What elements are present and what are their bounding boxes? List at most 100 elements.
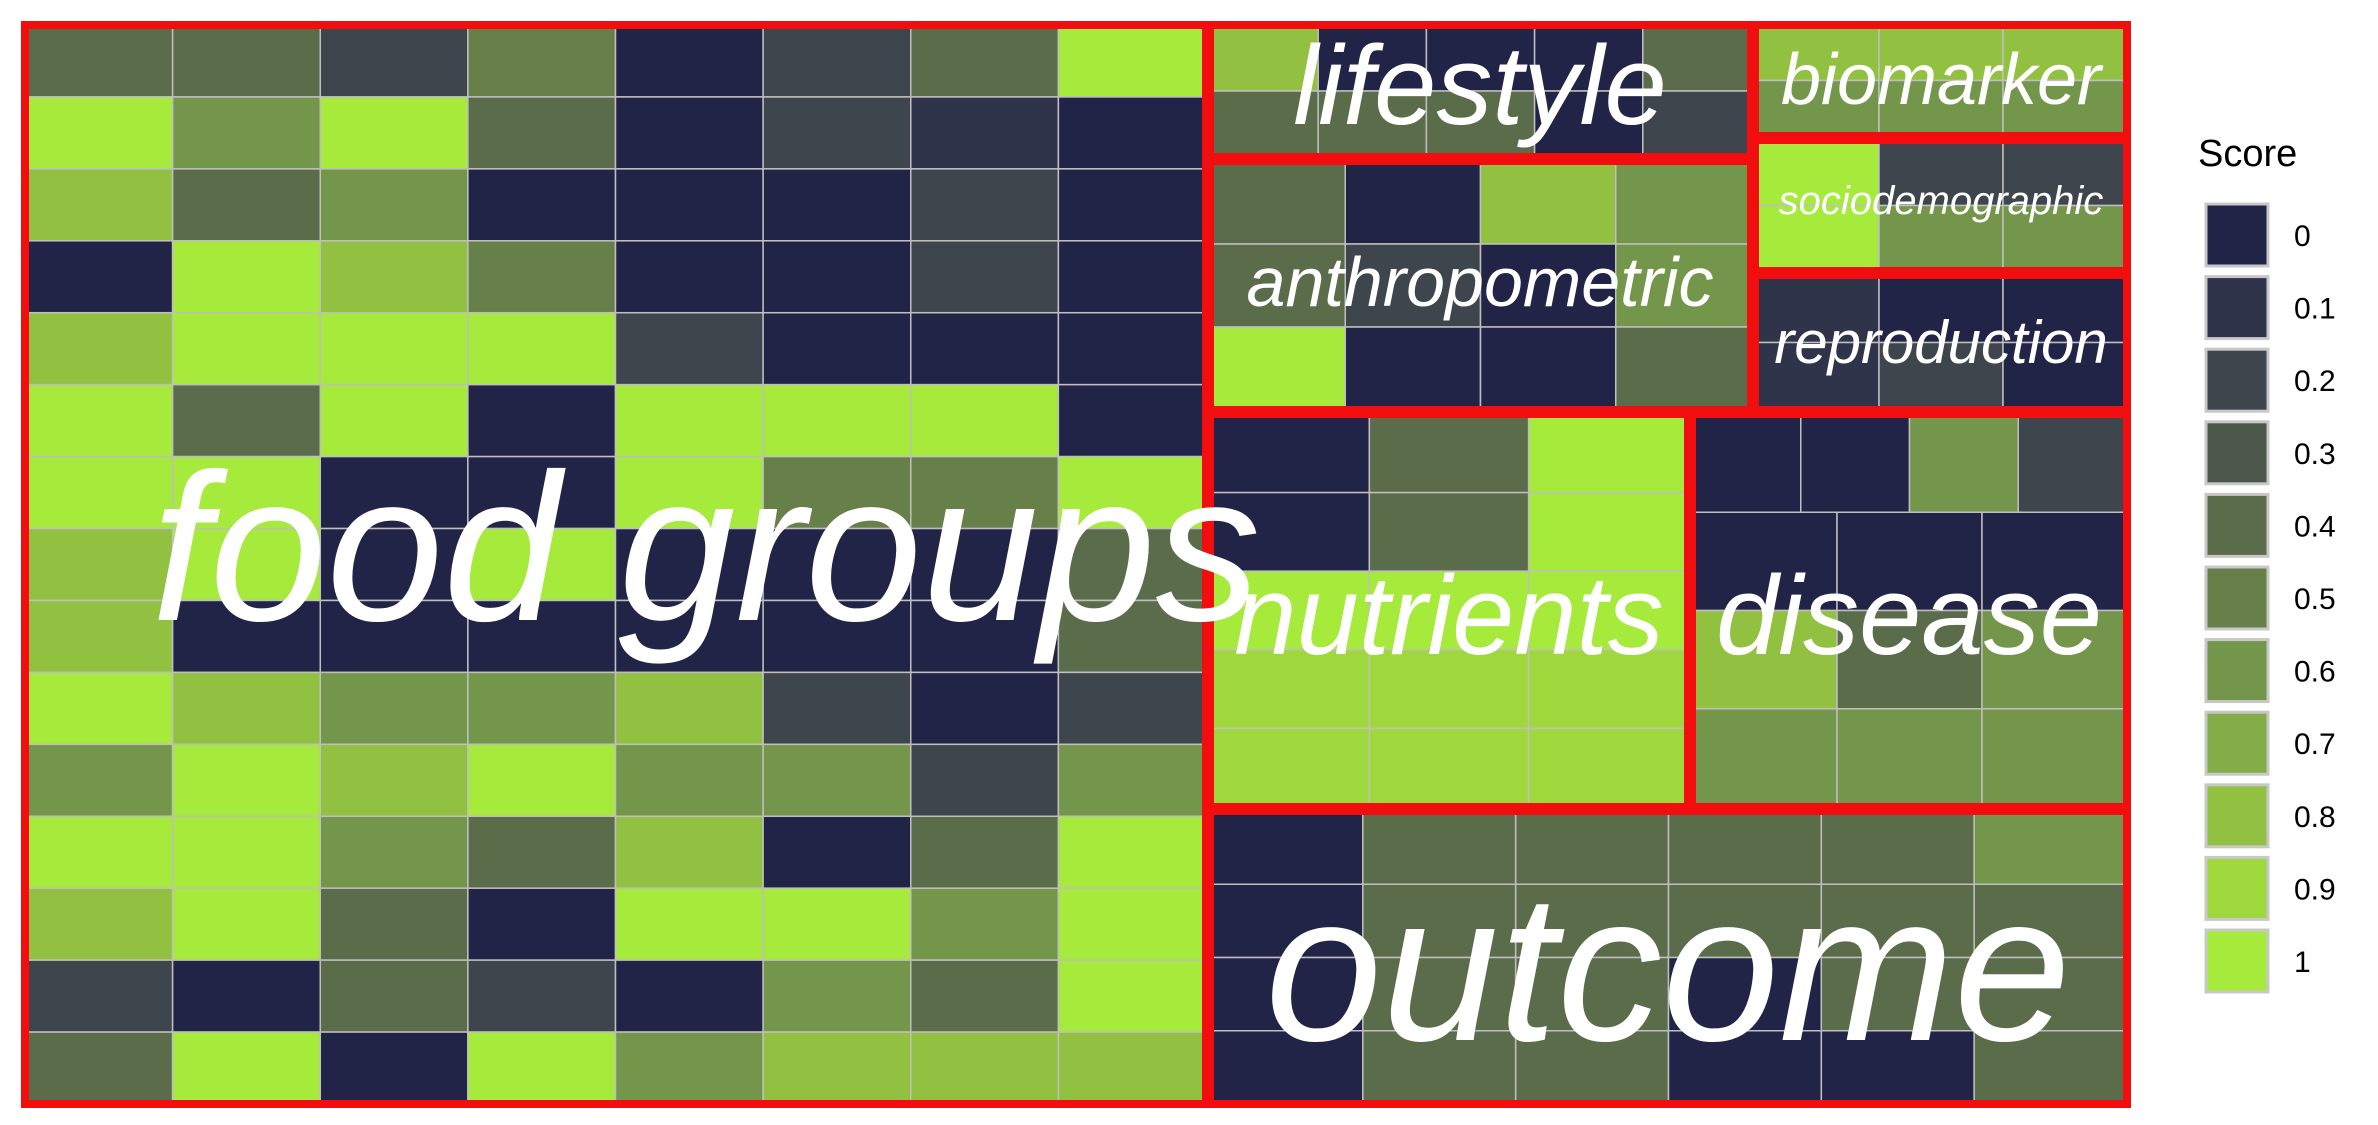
outcome-tile: [1820, 883, 1975, 959]
nutrients-tile: [1209, 727, 1371, 808]
outcome-tile: [1362, 883, 1517, 959]
food-groups-tile: [910, 96, 1060, 170]
food-groups-tile: [171, 599, 322, 674]
food-groups-tile: [1057, 743, 1207, 818]
food-groups-tile: [319, 383, 469, 458]
food-groups-tile: [910, 743, 1060, 818]
food-groups-tile: [24, 96, 174, 170]
legend-tick-label: 0.9: [2294, 873, 2336, 906]
outcome-tile: [1362, 1030, 1517, 1105]
food-groups-tile: [319, 959, 469, 1033]
food-groups-tile: [910, 671, 1060, 746]
food-groups-tile: [467, 815, 617, 889]
food-groups-tile: [762, 240, 912, 314]
legend-swatch: [2204, 565, 2270, 631]
food-groups-tile: [171, 743, 322, 818]
outcome-tile: [1514, 883, 1670, 959]
food-groups-tile: [614, 887, 764, 961]
nutrients-tile: [1368, 413, 1530, 494]
food-groups-tile: [24, 311, 174, 386]
sociodemographic-tile: [1754, 204, 1880, 272]
food-groups-tile: [319, 815, 469, 889]
food-groups-tile: [762, 599, 912, 674]
food-groups-tile: [910, 959, 1060, 1033]
legend-swatch: [2204, 420, 2270, 486]
legend-tick-label: 1: [2294, 946, 2311, 979]
food-groups-label: food groups: [151, 430, 1260, 665]
anthropometric-tile: [1209, 326, 1346, 411]
reproduction-tile: [1754, 274, 1880, 344]
food-groups-tile: [910, 383, 1060, 458]
food-groups-tile: [319, 527, 469, 602]
food-groups-tile: [1057, 815, 1207, 889]
food-groups-tile: [1057, 527, 1207, 602]
food-groups-tile: [1057, 383, 1207, 458]
food-groups-tile: [762, 24, 912, 98]
food-groups-tile: [24, 671, 174, 746]
outcome-tile: [1362, 956, 1517, 1032]
lifestyle-tile: [1533, 90, 1644, 158]
food-groups-tile: [319, 96, 469, 170]
food-groups-tile: [171, 96, 322, 170]
nutrients-label: nutrients: [1234, 553, 1664, 678]
disease-label: disease: [1716, 553, 2102, 678]
outcome-tile: [1514, 1030, 1670, 1105]
lifestyle-tile: [1209, 24, 1319, 92]
food-groups-tile: [467, 1031, 617, 1105]
food-groups-tile: [614, 24, 764, 98]
disease-tile: [2017, 413, 2128, 513]
legend-tick-label: 0.4: [2294, 510, 2336, 543]
food-groups-tile: [319, 311, 469, 386]
food-groups-tile: [1057, 455, 1207, 530]
outcome-tile: [1667, 1030, 1823, 1105]
lifestyle-tile: [1209, 90, 1319, 158]
food-groups-tile: [762, 1031, 912, 1105]
food-groups-tile: [910, 455, 1060, 530]
food-groups-tile: [762, 96, 912, 170]
legend-tick-label: 0.3: [2294, 438, 2336, 471]
sociodemographic-tile: [2002, 204, 2128, 272]
nutrients-tile: [1527, 649, 1689, 730]
lifestyle-tile: [1425, 90, 1536, 158]
anthropometric-tile: [1615, 326, 1752, 411]
food-groups-tile: [614, 959, 764, 1033]
food-groups-tile: [319, 240, 469, 314]
food-groups-tile: [910, 815, 1060, 889]
food-groups-tile: [1057, 96, 1207, 170]
food-groups-tile: [762, 743, 912, 818]
lifestyle-tile: [1317, 90, 1428, 158]
lifestyle-label: lifestyle: [1293, 23, 1666, 148]
food-groups-tile: [614, 455, 764, 530]
outcome-group-border: [1206, 807, 2131, 1108]
anthropometric-tile: [1209, 160, 1346, 245]
outcome-tile: [1820, 1030, 1975, 1105]
anthropometric-tile: [1615, 160, 1752, 245]
food-groups-tile: [910, 311, 1060, 386]
legend-swatch: [2204, 928, 2270, 994]
food-groups-tile: [171, 24, 322, 98]
food-groups-tile: [171, 240, 322, 314]
reproduction-tile: [2002, 341, 2128, 411]
food-groups-tile: [319, 24, 469, 98]
biomarker-tile: [1878, 24, 2004, 82]
food-groups-tile: [24, 168, 174, 242]
food-groups-tile: [614, 671, 764, 746]
anthropometric-tile: [1479, 160, 1617, 245]
food-groups-tile: [762, 455, 912, 530]
legend-title: Score: [2198, 133, 2297, 175]
legend-swatch: [2204, 638, 2270, 704]
anthropometric-tile: [1344, 160, 1482, 245]
food-groups-tile: [762, 671, 912, 746]
food-groups-tile: [24, 887, 174, 961]
outcome-tile: [1209, 883, 1364, 959]
food-groups-tile: [467, 887, 617, 961]
food-groups-tile: [24, 24, 174, 98]
legend-swatch: [2204, 855, 2270, 921]
food-groups-tile: [614, 599, 764, 674]
food-groups-tile: [1057, 168, 1207, 242]
food-groups-tile: [614, 743, 764, 818]
legend-swatch: [2204, 492, 2270, 558]
group-borders-layer: [21, 21, 2131, 1108]
food-groups-tile: [762, 887, 912, 961]
food-groups-tile: [910, 887, 1060, 961]
